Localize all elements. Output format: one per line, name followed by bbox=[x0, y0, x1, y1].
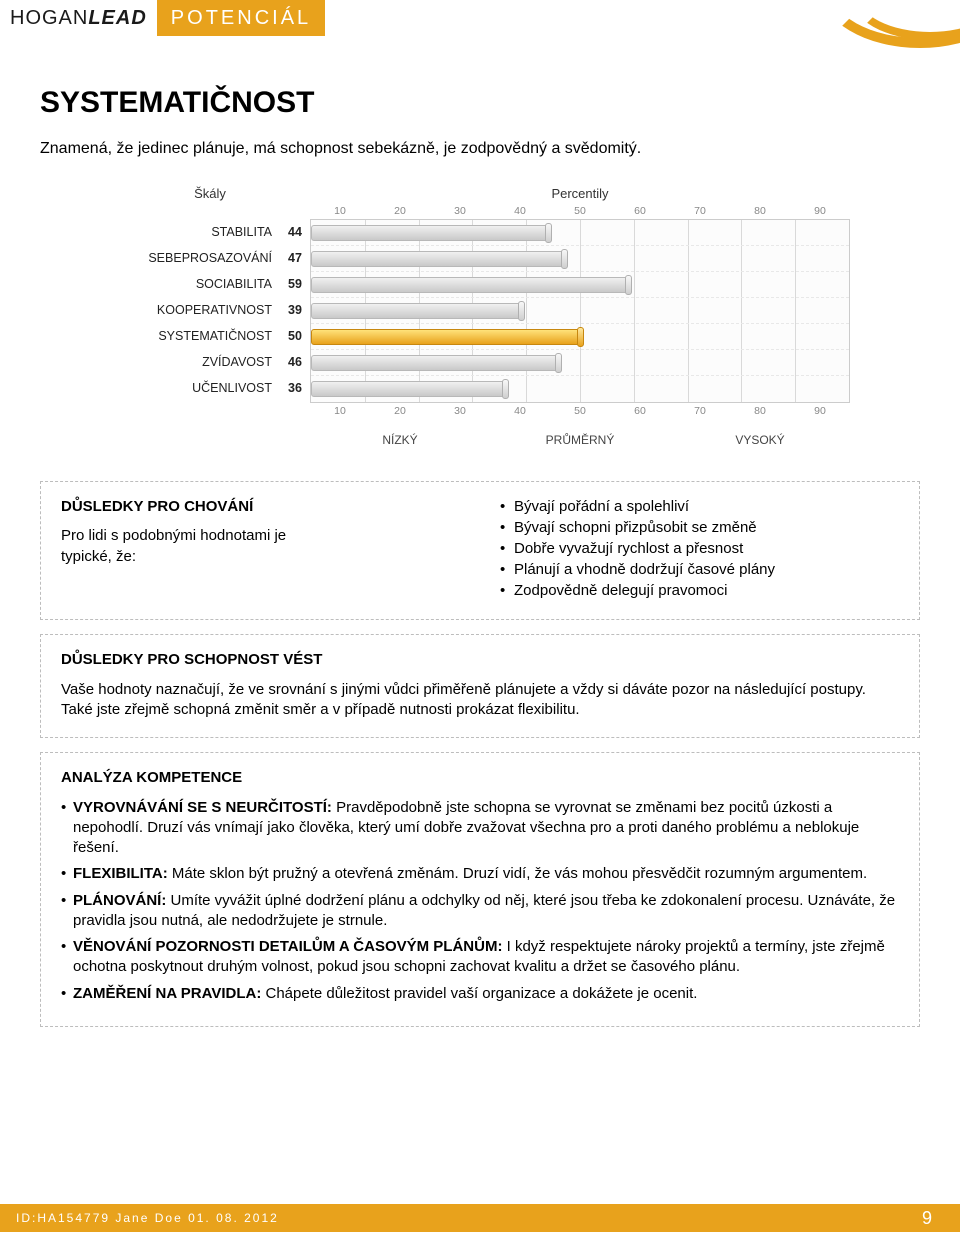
behavior-box: DŮSLEDKY PRO CHOVÁNÍ Pro lidi s podobným… bbox=[40, 481, 920, 620]
tick: 10 bbox=[310, 405, 370, 417]
chart-bar-row bbox=[311, 246, 849, 272]
header-subtitle: POTENCIÁL bbox=[157, 0, 325, 36]
tick: 40 bbox=[490, 205, 550, 217]
behavior-bullets: Bývají pořádní a spolehliví Bývají schopn… bbox=[500, 498, 899, 599]
chart-row-label: SEBEPROSAZOVÁNÍ bbox=[110, 245, 280, 271]
chart-row-value: 39 bbox=[280, 297, 310, 323]
tick: 70 bbox=[670, 205, 730, 217]
chart-values: 44475939504636 bbox=[280, 219, 310, 403]
behavior-intro1: Pro lidi s podobnými hodnotami je bbox=[61, 527, 460, 544]
percentile-chart: Škály Percentily 102030405060708090 STAB… bbox=[110, 186, 850, 447]
tick: 60 bbox=[610, 205, 670, 217]
brand-part2: LEAD bbox=[88, 7, 146, 30]
chart-left-header: Škály bbox=[110, 186, 310, 201]
behavior-bullet: Plánují a vhodně dodržují časové plány bbox=[500, 561, 899, 578]
chart-ticks-bottom: 102030405060708090 bbox=[110, 405, 850, 417]
footer-id: ID:HA154779 Jane Doe 01. 08. 2012 bbox=[16, 1211, 279, 1225]
tick: 80 bbox=[730, 205, 790, 217]
chart-row-value: 50 bbox=[280, 323, 310, 349]
chart-row-value: 59 bbox=[280, 271, 310, 297]
competence-title: ANALÝZA KOMPETENCE bbox=[61, 769, 899, 786]
leadership-text: Vaše hodnoty naznačují, že ve srovnání s… bbox=[61, 680, 899, 721]
chart-row-value: 36 bbox=[280, 375, 310, 401]
chart-bar-row bbox=[311, 324, 849, 350]
competence-item: VĚNOVÁNÍ POZORNOSTI DETAILŮM A ČASOVÝM P… bbox=[61, 937, 899, 978]
chart-right-header: Percentily bbox=[310, 186, 850, 201]
footer: ID:HA154779 Jane Doe 01. 08. 2012 9 bbox=[0, 1204, 960, 1232]
chart-row-label: ZVÍDAVOST bbox=[110, 349, 280, 375]
brand: HOGANLEAD bbox=[0, 0, 157, 36]
chart-row-label: SOCIABILITA bbox=[110, 271, 280, 297]
chart-ticks-top: 102030405060708090 bbox=[110, 205, 850, 217]
chart-bar-row bbox=[311, 272, 849, 298]
behavior-left: DŮSLEDKY PRO CHOVÁNÍ Pro lidi s podobným… bbox=[41, 482, 480, 619]
chart-row-label: STABILITA bbox=[110, 219, 280, 245]
competence-list: VYROVNÁVÁNÍ SE S NEURČITOSTÍ: Pravděpodo… bbox=[61, 798, 899, 1004]
content: SYSTEMATIČNOST Znamená, že jedinec plánu… bbox=[0, 36, 960, 1027]
chart-bar-row bbox=[311, 298, 849, 324]
legend-high: VYSOKÝ bbox=[670, 433, 850, 447]
chart-legend: NÍZKÝ PRŮMĚRNÝ VYSOKÝ bbox=[110, 433, 850, 447]
behavior-bullet: Dobře vyvažují rychlost a přesnost bbox=[500, 540, 899, 557]
tick: 10 bbox=[310, 205, 370, 217]
chart-row-value: 46 bbox=[280, 349, 310, 375]
competence-item: FLEXIBILITA: Máte sklon být pružný a ote… bbox=[61, 864, 899, 884]
page-lead: Znamená, že jedinec plánuje, má schopnos… bbox=[40, 140, 920, 158]
page-title: SYSTEMATIČNOST bbox=[40, 86, 920, 120]
chart-bar-row bbox=[311, 350, 849, 376]
behavior-bullet: Zodpovědně delegují pravomoci bbox=[500, 582, 899, 599]
competence-box: ANALÝZA KOMPETENCE VYROVNÁVÁNÍ SE S NEUR… bbox=[40, 752, 920, 1027]
behavior-right: Bývají pořádní a spolehliví Bývají schopn… bbox=[480, 482, 919, 619]
brand-part1: HOGAN bbox=[10, 7, 88, 30]
competence-item: PLÁNOVÁNÍ: Umíte vyvážit úplné dodržení … bbox=[61, 891, 899, 932]
competence-item: VYROVNÁVÁNÍ SE S NEURČITOSTÍ: Pravděpodo… bbox=[61, 798, 899, 859]
leadership-box: DŮSLEDKY PRO SCHOPNOST VÉST Vaše hodnoty… bbox=[40, 634, 920, 738]
tick: 80 bbox=[730, 405, 790, 417]
chart-bar-row bbox=[311, 220, 849, 246]
chart-grid bbox=[310, 219, 850, 403]
tick: 30 bbox=[430, 205, 490, 217]
chart-labels: STABILITASEBEPROSAZOVÁNÍSOCIABILITAKOOPE… bbox=[110, 219, 280, 403]
chart-row-label: SYSTEMATIČNOST bbox=[110, 323, 280, 349]
tick: 20 bbox=[370, 205, 430, 217]
leadership-title: DŮSLEDKY PRO SCHOPNOST VÉST bbox=[61, 651, 899, 668]
tick: 70 bbox=[670, 405, 730, 417]
legend-low: NÍZKÝ bbox=[310, 433, 490, 447]
tick: 50 bbox=[550, 405, 610, 417]
tick: 30 bbox=[430, 405, 490, 417]
tick: 50 bbox=[550, 205, 610, 217]
tick: 40 bbox=[490, 405, 550, 417]
competence-item: ZAMĚŘENÍ NA PRAVIDLA: Chápete důležitost… bbox=[61, 984, 899, 1004]
chart-row-value: 44 bbox=[280, 219, 310, 245]
legend-mid: PRŮMĚRNÝ bbox=[490, 433, 670, 447]
footer-page: 9 bbox=[922, 1208, 932, 1229]
chart-bar-row bbox=[311, 376, 849, 402]
behavior-bullet: Bývají pořádní a spolehliví bbox=[500, 498, 899, 515]
behavior-title: DŮSLEDKY PRO CHOVÁNÍ bbox=[61, 498, 460, 515]
tick: 20 bbox=[370, 405, 430, 417]
tick: 90 bbox=[790, 405, 850, 417]
tick: 90 bbox=[790, 205, 850, 217]
behavior-intro2: typické, že: bbox=[61, 548, 460, 565]
swoosh-icon bbox=[780, 8, 960, 56]
tick: 60 bbox=[610, 405, 670, 417]
chart-row-label: KOOPERATIVNOST bbox=[110, 297, 280, 323]
behavior-bullet: Bývají schopni přizpůsobit se změně bbox=[500, 519, 899, 536]
chart-row-value: 47 bbox=[280, 245, 310, 271]
chart-row-label: UČENLIVOST bbox=[110, 375, 280, 401]
